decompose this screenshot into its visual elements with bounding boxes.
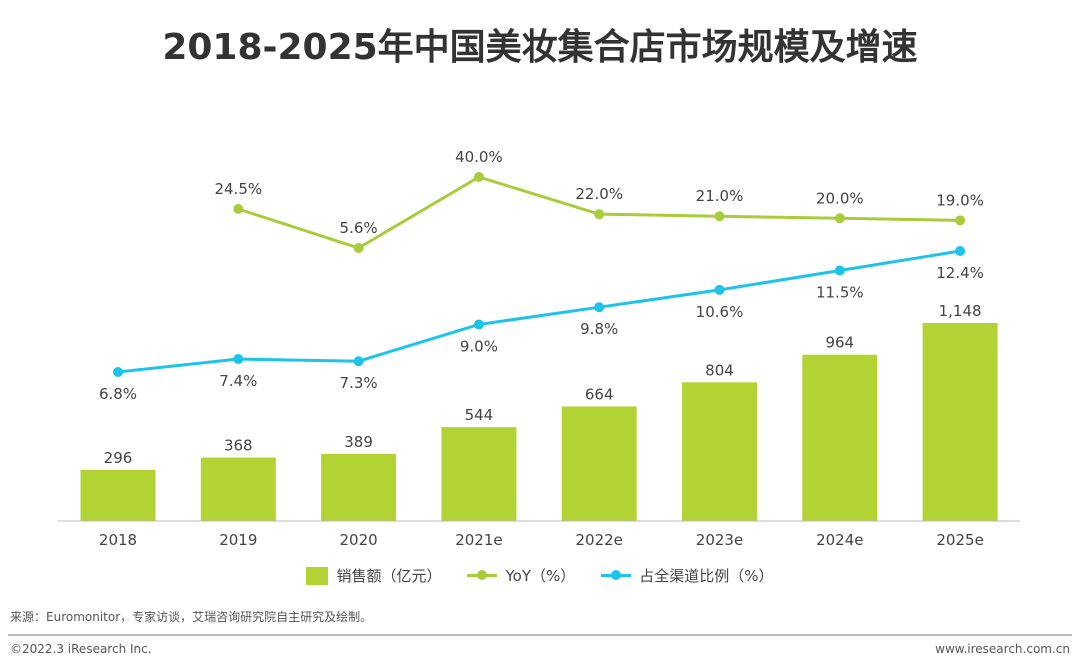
bar-data-label: 296: [104, 449, 133, 467]
share-point: [353, 356, 364, 367]
bar: [561, 406, 637, 521]
footer-divider: [8, 634, 1072, 636]
x-tick-label: 2021e: [455, 531, 502, 549]
x-tick-label: 2025e: [936, 531, 983, 549]
yoy-point: [714, 211, 725, 222]
x-tick-label: 2023e: [696, 531, 743, 549]
yoy-point: [955, 215, 966, 226]
bar-data-label: 544: [465, 406, 494, 424]
share-data-label: 10.6%: [696, 303, 744, 321]
copyright: ©2022.3 iResearch Inc.: [10, 642, 152, 656]
yoy-data-label: 5.6%: [340, 219, 378, 237]
legend-item-yoy: YoY（%）: [467, 565, 575, 586]
bar-data-label: 664: [585, 385, 614, 403]
share-point: [955, 246, 966, 257]
chart-title: 2018-2025年中国美妆集合店市场规模及增速: [162, 27, 918, 68]
yoy-data-label: 19.0%: [936, 191, 984, 209]
bar-data-label: 389: [344, 433, 373, 451]
legend-label: 销售额（亿元）: [336, 567, 442, 585]
bar-data-label: 964: [825, 334, 854, 352]
legend-swatch-line: [601, 570, 632, 580]
share-line: [117, 249, 961, 374]
legend-item-share: 占全渠道比例（%）: [601, 565, 774, 586]
share-data-label: 12.4%: [936, 264, 984, 282]
x-tick-label: 2018: [99, 531, 137, 549]
share-point: [473, 319, 484, 330]
share-point: [113, 367, 123, 377]
legend-label: YoY（%）: [505, 567, 576, 585]
legend-swatch-line: [467, 570, 498, 580]
bar: [441, 427, 517, 521]
bar-data-label: 1,148: [939, 302, 982, 320]
share-point: [233, 354, 244, 365]
share-point: [594, 302, 605, 313]
yoy-data-label: 40.0%: [455, 148, 503, 166]
bar: [321, 453, 397, 521]
share-point: [834, 265, 845, 276]
share-point: [714, 284, 725, 295]
legend-label: 占全渠道比例（%）: [639, 567, 774, 585]
share-data-label: 7.4%: [219, 372, 257, 390]
legend: 销售额（亿元） YoY（%） 占全渠道比例（%）: [0, 565, 1080, 586]
yoy-data-label: 22.0%: [575, 185, 623, 203]
bar-data-label: 368: [224, 437, 253, 455]
x-tick-label: 2020: [340, 531, 378, 549]
yoy-data-label: 21.0%: [696, 187, 744, 205]
yoy-point: [473, 172, 484, 182]
yoy-point: [233, 203, 244, 214]
x-tick-label: 2024e: [816, 531, 863, 549]
share-data-label: 6.8%: [99, 385, 137, 403]
bar: [682, 382, 757, 521]
yoy-point: [834, 213, 845, 224]
share-data-label: 9.0%: [460, 337, 498, 355]
yoy-point: [353, 243, 364, 254]
website-link[interactable]: www.iresearch.com.cn: [935, 642, 1070, 656]
bar: [802, 354, 878, 521]
share-data-label: 7.3%: [340, 374, 378, 392]
bar-data-label: 804: [705, 361, 734, 379]
share-data-label: 11.5%: [816, 283, 864, 301]
bar: [922, 322, 998, 521]
bar: [200, 457, 276, 521]
legend-swatch-bar: [306, 566, 329, 585]
yoy-data-label: 20.0%: [816, 189, 864, 207]
x-tick-label: 2019: [219, 531, 257, 549]
source-note: 来源：Euromonitor，专家访谈，艾瑞咨询研究院自主研究及绘制。: [10, 610, 373, 624]
bar: [80, 469, 156, 521]
x-tick-label: 2022e: [575, 531, 622, 549]
share-data-label: 9.8%: [580, 320, 618, 338]
legend-item-sales: 销售额（亿元）: [306, 565, 441, 586]
yoy-point: [594, 209, 605, 220]
chart-area: 296 2018 368 2019 389 2020 544 2021e 664 2022e 804…: [58, 148, 1020, 549]
yoy-data-label: 24.5%: [214, 180, 262, 198]
